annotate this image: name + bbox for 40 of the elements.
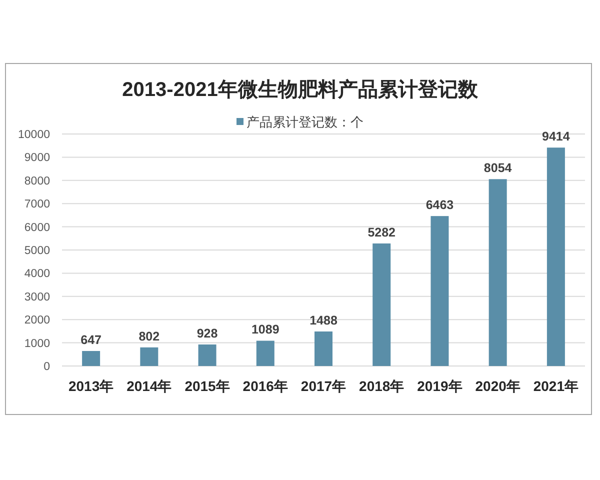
x-tick-label: 2018年 [359, 378, 404, 394]
y-tick-label: 0 [44, 361, 50, 374]
y-tick-label: 9000 [24, 152, 50, 164]
data-label: 5282 [368, 225, 396, 240]
x-tick-label: 2020年 [475, 378, 520, 394]
y-tick-label: 5000 [24, 245, 50, 258]
y-tick-label: 4000 [24, 268, 50, 280]
bar [256, 340, 274, 366]
data-label: 1089 [251, 322, 280, 337]
y-tick-label: 6000 [24, 222, 50, 234]
x-tick-label: 2019年 [417, 378, 462, 394]
bar [372, 243, 391, 366]
bar [140, 347, 158, 366]
x-tick-label: 2015年 [184, 378, 230, 394]
bar [82, 350, 100, 366]
data-label: 1488 [310, 313, 338, 328]
data-label: 802 [138, 329, 160, 344]
x-tick-label: 2014年 [126, 378, 172, 394]
y-tick-label: 3000 [24, 291, 50, 304]
legend: 产品累计登记数：个 [236, 114, 364, 130]
y-tick-label: 1000 [24, 338, 50, 350]
x-tick-label: 2017年 [300, 378, 346, 394]
data-label: 6463 [426, 198, 454, 212]
bar [546, 148, 565, 366]
data-label: 647 [80, 332, 102, 347]
y-tick-label: 10000 [18, 129, 50, 142]
data-label: 8054 [484, 161, 512, 176]
x-tick-label: 2016年 [242, 378, 288, 394]
bar [430, 216, 449, 366]
x-tick-label: 2013年 [68, 378, 114, 394]
title: 2013-2021年微生物肥料产品累计登记数 [122, 79, 478, 101]
y-tick-label: 2000 [24, 314, 50, 327]
y-tick-label: 7000 [24, 198, 50, 211]
bar [314, 331, 332, 366]
data-label: 9414 [542, 130, 570, 144]
y-tick-label: 8000 [24, 175, 50, 188]
x-tick-label: 2021年 [533, 378, 579, 394]
data-label: 928 [196, 326, 218, 340]
bar [198, 344, 216, 366]
bar [488, 179, 507, 366]
